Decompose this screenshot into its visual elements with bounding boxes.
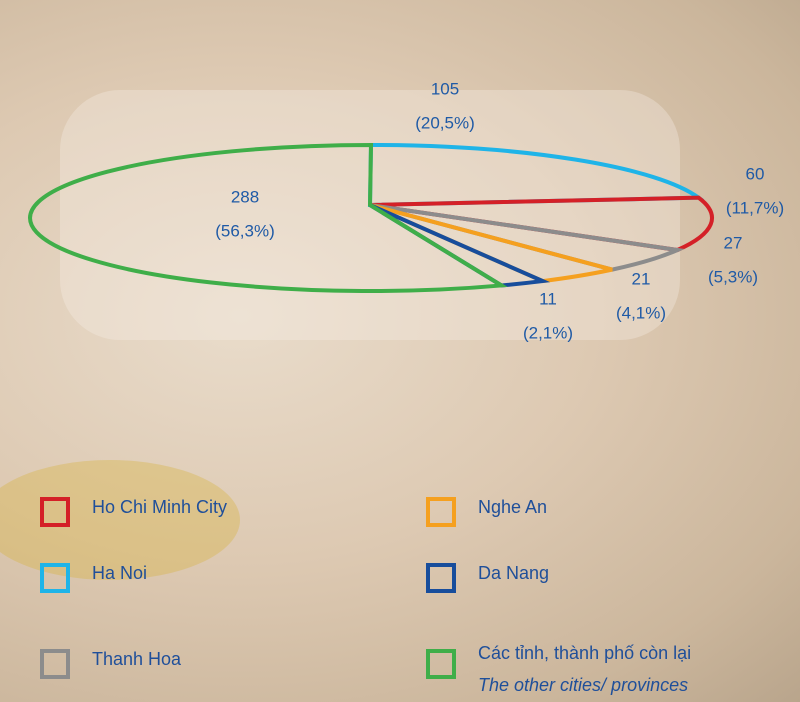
slice — [28, 142, 508, 293]
value-label: 60 — [746, 164, 765, 183]
value-label: 11 — [539, 289, 557, 308]
percent-label: (20,5%) — [415, 113, 475, 132]
value-label: 105 — [431, 79, 459, 98]
percent-label: (56,3%) — [215, 221, 275, 240]
legend-label: Da Nang — [478, 563, 549, 583]
slice — [369, 195, 714, 253]
value-label: 27 — [724, 233, 743, 252]
percent-label: (5,3%) — [708, 267, 758, 286]
legend-label: Ha Noi — [92, 563, 147, 583]
legend-label: Các tỉnh, thành phố còn lại — [478, 643, 691, 663]
legend-swatch — [40, 563, 70, 593]
legend-swatch — [426, 649, 456, 679]
yellow-blob — [0, 460, 240, 580]
legend-note: The other cities/ provinces — [478, 675, 688, 695]
slice — [367, 142, 705, 208]
value-label: 288 — [231, 187, 259, 206]
legend-swatch — [426, 563, 456, 593]
legend-label: Thanh Hoa — [92, 649, 182, 669]
value-label: 21 — [632, 269, 651, 288]
legend-swatch — [40, 649, 70, 679]
legend-label: Nghe An — [478, 497, 547, 517]
legend-swatch — [40, 497, 70, 527]
legend-label: Ho Chi Minh City — [92, 497, 227, 517]
legend-swatch — [426, 497, 456, 527]
comb-shape — [60, 90, 680, 340]
percent-label: (2,1%) — [523, 323, 573, 342]
percent-label: (4,1%) — [616, 303, 666, 322]
percent-label: (11,7%) — [726, 198, 784, 217]
